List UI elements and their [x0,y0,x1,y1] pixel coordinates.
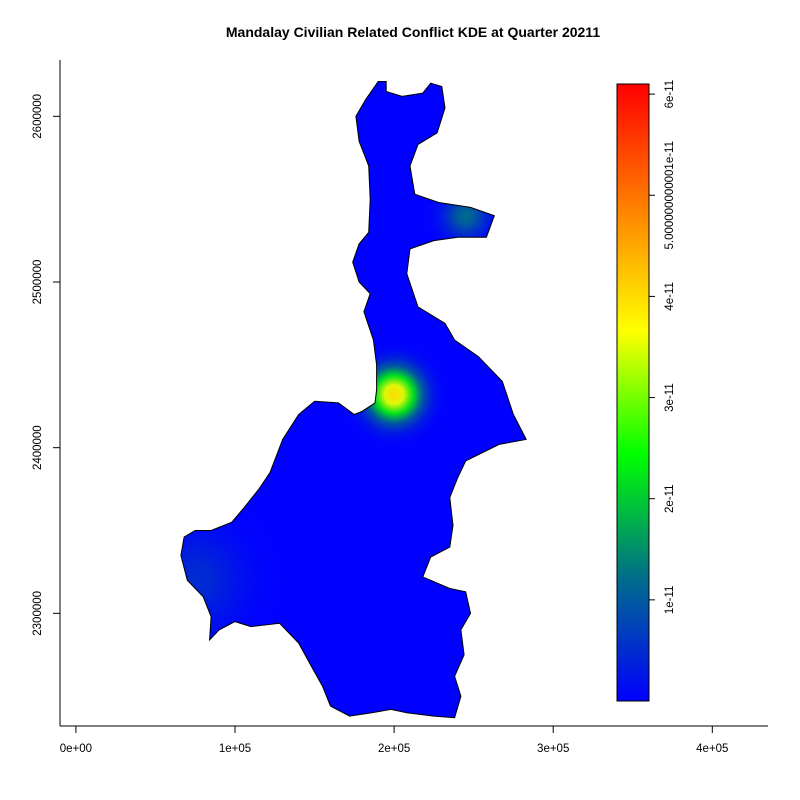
x-tick-label: 3e+05 [537,743,569,755]
colorbar-tick-label: 3e-11 [664,383,676,412]
x-tick-label: 0e+00 [60,743,92,755]
y-tick-label: 2400000 [32,425,44,470]
region-outline [180,81,527,719]
x-axis-ticks: 0e+00 1e+05 2e+05 3e+05 4e+05 [60,726,728,755]
colorbar-tick-label: 6e-11 [664,80,676,109]
y-tick-label: 2600000 [32,94,44,139]
x-tick-label: 2e+05 [378,743,410,755]
x-tick-label: 4e+05 [696,743,728,755]
kde-hotspot [417,168,514,264]
y-tick-label: 2300000 [32,591,44,636]
colorbar-tick-label: 4e-11 [664,282,676,311]
colorbar-ticks: 1e-11 2e-11 3e-11 4e-11 5.000000000001e-11 6e… [649,80,676,614]
y-axis-ticks: 2300000 2400000 2500000 2600000 [32,94,60,636]
x-tick-label: 1e+05 [219,743,251,755]
kde-hotspot [336,337,452,452]
colorbar-bar [616,83,650,702]
chart-title: Mandalay Civilian Related Conflict KDE a… [226,24,600,40]
y-tick-label: 2500000 [32,260,44,305]
kde-hotspot [180,475,301,686]
colorbar-tick-label: 2e-11 [664,484,676,513]
colorbar-tick-label: 5.000000000001e-11 [664,141,676,250]
axes: 0e+00 1e+05 2e+05 3e+05 4e+05 2300000 2400000… [32,60,768,755]
colorbar-legend: 1e-11 2e-11 3e-11 4e-11 5.000000000001e-11 6e… [616,80,676,702]
colorbar-tick-label: 1e-11 [664,586,676,615]
